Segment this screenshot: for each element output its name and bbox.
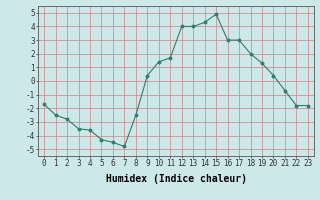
X-axis label: Humidex (Indice chaleur): Humidex (Indice chaleur) — [106, 174, 246, 184]
